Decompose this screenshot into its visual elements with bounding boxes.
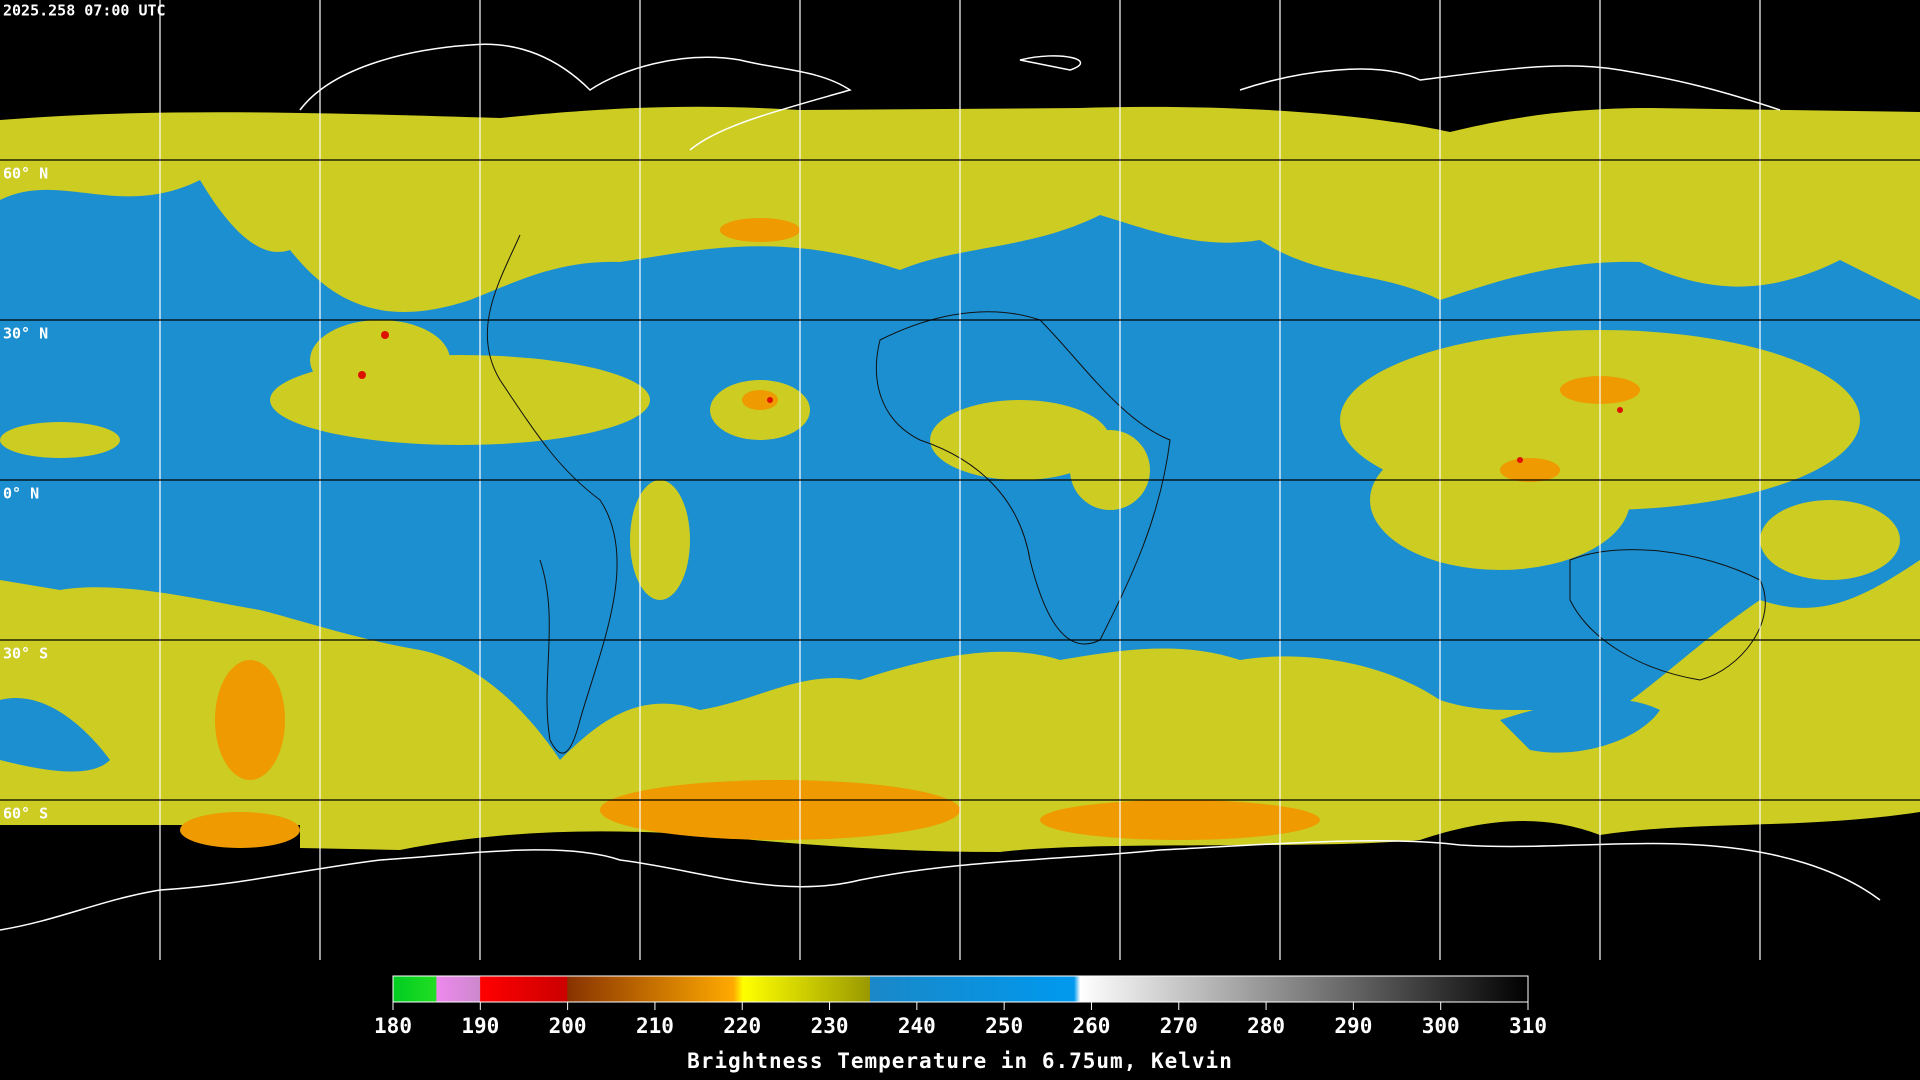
colorbar-tick-label: 290: [1334, 1014, 1372, 1038]
latitude-label: 30° N: [3, 325, 48, 343]
map-shape: [720, 218, 800, 242]
map-shape: [215, 660, 285, 780]
map-shape: [1760, 500, 1900, 580]
map-shape: [1617, 407, 1623, 413]
imagery-group: [0, 320, 1900, 600]
colorbar-tick-label: 210: [636, 1014, 674, 1038]
colorbar-tick-label: 280: [1247, 1014, 1285, 1038]
map-shape: [0, 422, 120, 458]
colorbar-tick-label: 310: [1509, 1014, 1547, 1038]
colorbar-tick-label: 220: [723, 1014, 761, 1038]
colorbar-title: Brightness Temperature in 6.75um, Kelvin: [687, 1049, 1233, 1073]
map-shape: [0, 698, 110, 772]
map-shape: [486, 234, 618, 754]
colorbar-tick-label: 230: [811, 1014, 849, 1038]
map-shape: [358, 371, 366, 379]
map-shape: [630, 480, 690, 600]
map-shape: [1500, 458, 1560, 482]
map-shape: [1070, 430, 1150, 510]
imagery-group: [358, 331, 1623, 463]
map-shape: [1500, 699, 1660, 753]
colorbar-tick-label: 180: [374, 1014, 412, 1038]
colorbar-tick-label: 260: [1072, 1014, 1110, 1038]
map-shape: [180, 812, 300, 848]
map-shape: [930, 400, 1110, 480]
map-shape: [1370, 430, 1630, 570]
map-shape: [310, 320, 450, 400]
map-shape: [742, 390, 778, 410]
map-shape: [767, 397, 773, 403]
map-shape: [299, 43, 852, 151]
latitude-label: 60° N: [3, 165, 48, 183]
colorbar-tick-label: 300: [1422, 1014, 1460, 1038]
colorbar-tick-label: 240: [898, 1014, 936, 1038]
map-shape: [1517, 457, 1523, 463]
imagery-group: [180, 218, 1640, 848]
map-shape: [600, 780, 960, 840]
latitude-label: 0° N: [3, 485, 39, 503]
colorbar-tick-label: 190: [461, 1014, 499, 1038]
colorbar-tick-label: 250: [985, 1014, 1023, 1038]
map-shape: [1569, 549, 1766, 681]
latitude-label: 60° S: [3, 805, 48, 823]
colorbar-tick-label: 200: [549, 1014, 587, 1038]
colorbar: [392, 975, 1529, 1003]
latitude-label: 30° S: [3, 645, 48, 663]
map-shape: [1040, 800, 1320, 840]
graticule: [159, 0, 1761, 960]
timestamp: 2025.258 07:00 UTC: [3, 2, 166, 20]
map-shape: [1019, 55, 1781, 111]
colorbar-tick-label: 270: [1160, 1014, 1198, 1038]
map-shape: [381, 331, 389, 339]
